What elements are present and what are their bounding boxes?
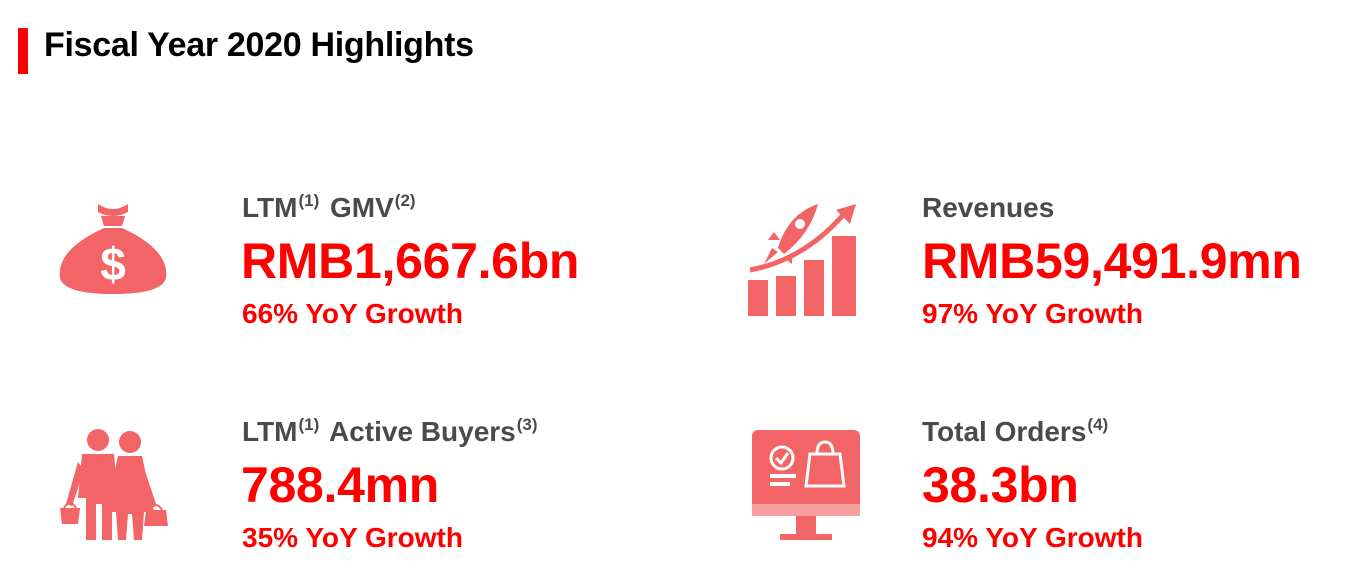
- svg-text:$: $: [100, 238, 126, 290]
- metric-label: LTM(1) Active Buyers(3): [242, 415, 538, 447]
- metric-label: Total Orders(4): [922, 415, 1109, 447]
- title-accent-bar: [18, 28, 28, 74]
- online-order-monitor-icon: [752, 430, 860, 540]
- metric-value: 788.4mn: [241, 457, 440, 513]
- metric-value: 38.3bn: [922, 457, 1079, 513]
- page-title: Fiscal Year 2020 Highlights: [44, 26, 474, 64]
- metric-value: RMB59,491.9mn: [922, 233, 1302, 289]
- metric-growth: 97% YoY Growth: [922, 298, 1143, 329]
- metric-growth: 66% YoY Growth: [242, 298, 463, 329]
- metric-label: LTM(1) GMV(2): [242, 191, 416, 223]
- metric-growth: 35% YoY Growth: [242, 522, 463, 553]
- metric-label: Revenues: [922, 192, 1055, 223]
- rocket-growth-chart-icon: [748, 204, 856, 316]
- money-bag-icon: $: [59, 204, 167, 294]
- shoppers-icon: [60, 429, 168, 540]
- metric-growth: 94% YoY Growth: [922, 522, 1143, 553]
- metric-value: RMB1,667.6bn: [241, 233, 580, 289]
